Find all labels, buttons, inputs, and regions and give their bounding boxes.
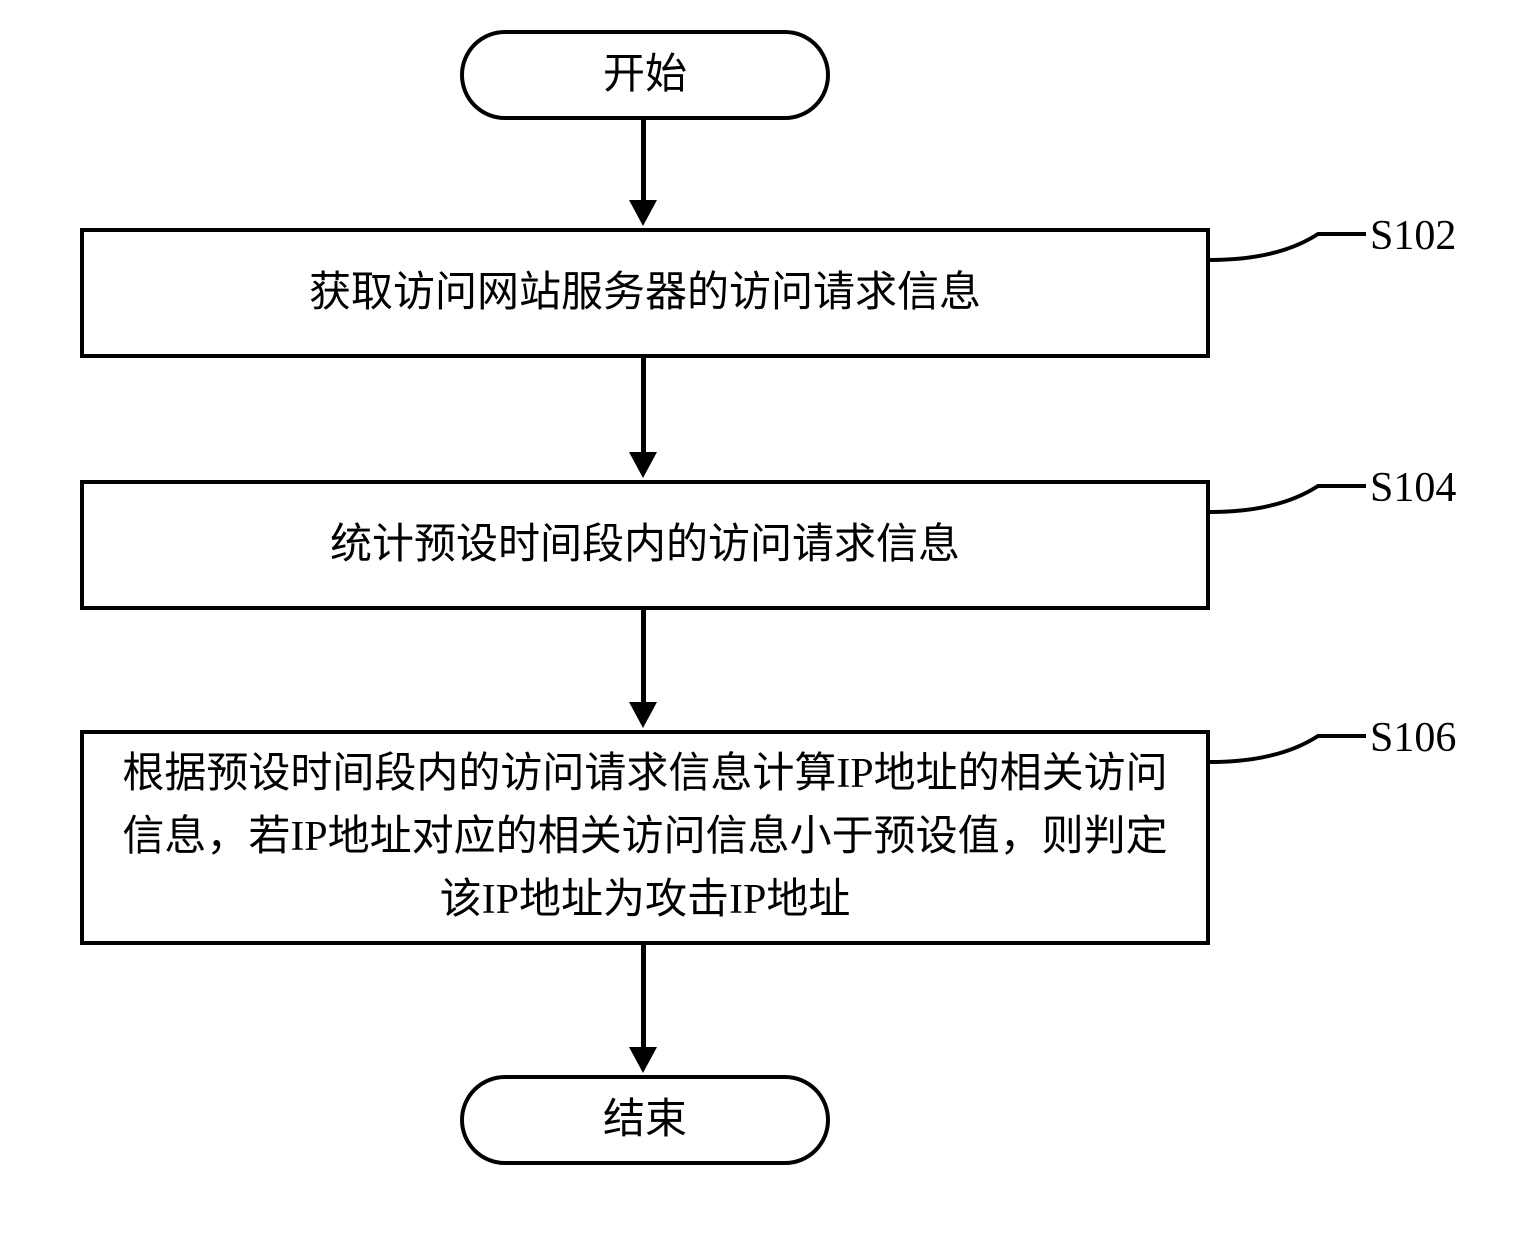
arrowhead-s106-end — [629, 1047, 657, 1073]
step-label-s102: S102 — [1370, 212, 1456, 260]
arrowhead-s102-s104 — [629, 452, 657, 478]
edge-start-s102 — [641, 120, 646, 202]
edge-s102-s104 — [641, 358, 646, 454]
process-s106: 根据预设时间段内的访问请求信息计算IP地址的相关访问信息，若IP地址对应的相关访… — [80, 730, 1210, 945]
flowchart-container: 开始 获取访问网站服务器的访问请求信息 S102 统计预设时间段内的访问请求信息… — [0, 0, 1533, 1242]
end-label: 结束 — [603, 1089, 687, 1152]
step-label-s106: S106 — [1370, 714, 1456, 762]
connector-s102 — [1208, 222, 1368, 282]
start-label: 开始 — [603, 44, 687, 107]
edge-s104-s106 — [641, 610, 646, 704]
process-s104: 统计预设时间段内的访问请求信息 — [80, 480, 1210, 610]
step-label-s104: S104 — [1370, 464, 1456, 512]
arrowhead-s104-s106 — [629, 702, 657, 728]
process-s102-label: 获取访问网站服务器的访问请求信息 — [309, 262, 981, 325]
process-s104-label: 统计预设时间段内的访问请求信息 — [330, 514, 960, 577]
arrowhead-start-s102 — [629, 200, 657, 226]
process-s102: 获取访问网站服务器的访问请求信息 — [80, 228, 1210, 358]
process-s106-label: 根据预设时间段内的访问请求信息计算IP地址的相关访问信息，若IP地址对应的相关访… — [104, 743, 1186, 932]
edge-s106-end — [641, 945, 646, 1049]
connector-s106 — [1208, 724, 1368, 784]
end-node: 结束 — [460, 1075, 830, 1165]
connector-s104 — [1208, 474, 1368, 534]
start-node: 开始 — [460, 30, 830, 120]
